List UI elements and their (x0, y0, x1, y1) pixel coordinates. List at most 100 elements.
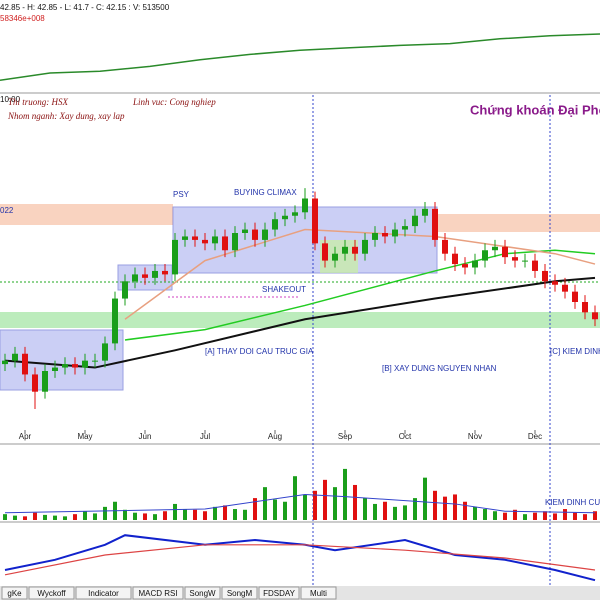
candle-body (272, 219, 278, 230)
candle-body (342, 246, 348, 254)
volume-bar (253, 498, 257, 520)
tab[interactable] (184, 586, 221, 600)
volume-bar (553, 513, 557, 520)
candle-body (252, 229, 258, 240)
volume-bar (123, 509, 127, 520)
volume-bar (503, 512, 507, 520)
indicator-line (124, 228, 596, 320)
volume-bar (173, 503, 177, 520)
x-tick-label: Oct (399, 432, 412, 441)
volume-bar (413, 498, 417, 520)
volume-bar (243, 509, 247, 520)
volume-bar (283, 501, 287, 520)
x-tick-label: May (77, 432, 92, 441)
volume-bar (513, 509, 517, 520)
volume-bar (293, 476, 297, 520)
tab[interactable] (258, 586, 300, 600)
volume-bar (43, 514, 47, 520)
tab[interactable] (28, 586, 75, 600)
x-tick-label: Dec (528, 432, 542, 441)
volume-bar (593, 511, 597, 520)
candle-body (472, 260, 478, 268)
candle-body (302, 198, 308, 213)
candle-body (182, 236, 188, 240)
volume-bar (273, 499, 277, 520)
volume-bar (383, 501, 387, 520)
annotation: KIEM DINH CUN (545, 498, 600, 507)
candle-body (2, 360, 8, 365)
x-tick-label: Aug (268, 432, 282, 441)
candle-body (292, 212, 298, 216)
candle-body (282, 215, 288, 220)
indicator-line (124, 249, 596, 341)
tab-label[interactable]: Wyckoff (37, 589, 66, 598)
candle-body (152, 270, 158, 278)
candle-body (322, 243, 328, 261)
annotation: [C] KIEM DINH (550, 347, 600, 356)
tab[interactable] (221, 586, 258, 600)
volume-bar (523, 514, 527, 520)
candle-body (592, 312, 598, 320)
volume-bar (263, 487, 267, 520)
candle-body (382, 233, 388, 237)
volume-bar (533, 512, 537, 520)
volume-bar (353, 484, 357, 520)
candle-body (512, 257, 518, 261)
tab-label[interactable]: gKe (7, 589, 22, 598)
volume-bar (23, 516, 27, 520)
volume-bar (363, 498, 367, 520)
tab-label[interactable]: Indicator (88, 589, 119, 598)
candle-body (442, 239, 448, 254)
volume-bar (333, 487, 337, 520)
candle-body (142, 274, 148, 278)
quote-subheader: 58346e+008 (0, 14, 45, 23)
volume-bar (93, 513, 97, 520)
volume-bar (193, 509, 197, 520)
tab[interactable] (75, 586, 132, 600)
candle-body (352, 246, 358, 254)
tab-label[interactable]: SongM (227, 589, 253, 598)
volume-bar (13, 515, 17, 520)
group-label: Nhom nganh: Xay dung, xay lap (7, 111, 125, 121)
volume-bar (493, 511, 497, 520)
volume-bar (213, 506, 217, 520)
volume-bar (433, 490, 437, 520)
volume-bar (573, 512, 577, 520)
tab-label[interactable]: FDSDAY (263, 589, 296, 598)
volume-bar (3, 514, 7, 520)
candle-body (42, 371, 48, 392)
volume-bar (563, 509, 567, 520)
candle-body (332, 253, 338, 261)
tab[interactable] (300, 586, 337, 600)
tab[interactable] (132, 586, 184, 600)
tab[interactable] (1, 586, 28, 600)
candle-body (102, 343, 108, 361)
tab-label[interactable]: SongW (189, 589, 216, 598)
volume-bar (53, 515, 57, 520)
tab-label[interactable]: Multi (310, 589, 327, 598)
candle-body (232, 233, 238, 251)
tab-label[interactable]: MACD RSI (138, 589, 177, 598)
candle-body (422, 208, 428, 216)
index-line (0, 33, 600, 81)
candle-body (402, 226, 408, 230)
candle-body (192, 236, 198, 240)
annotation: [B] XAY DUNG NGUYEN NHAN (382, 364, 497, 373)
volume-bar (73, 514, 77, 520)
candle-body (172, 239, 178, 275)
candle-body (22, 353, 28, 375)
x-tick-label: Jun (139, 432, 152, 441)
candle-body (482, 250, 488, 261)
candle-body (552, 281, 558, 285)
candle-body (242, 229, 248, 233)
candle-body (452, 253, 458, 265)
candle-body (462, 264, 468, 268)
annotation: BUYING CLIMAX (234, 188, 297, 197)
volume-bar (583, 514, 587, 520)
candle-body (72, 364, 78, 368)
volume-bar (373, 503, 377, 520)
candle-body (12, 353, 18, 361)
volume-bar (403, 505, 407, 520)
candle-body (522, 260, 528, 262)
